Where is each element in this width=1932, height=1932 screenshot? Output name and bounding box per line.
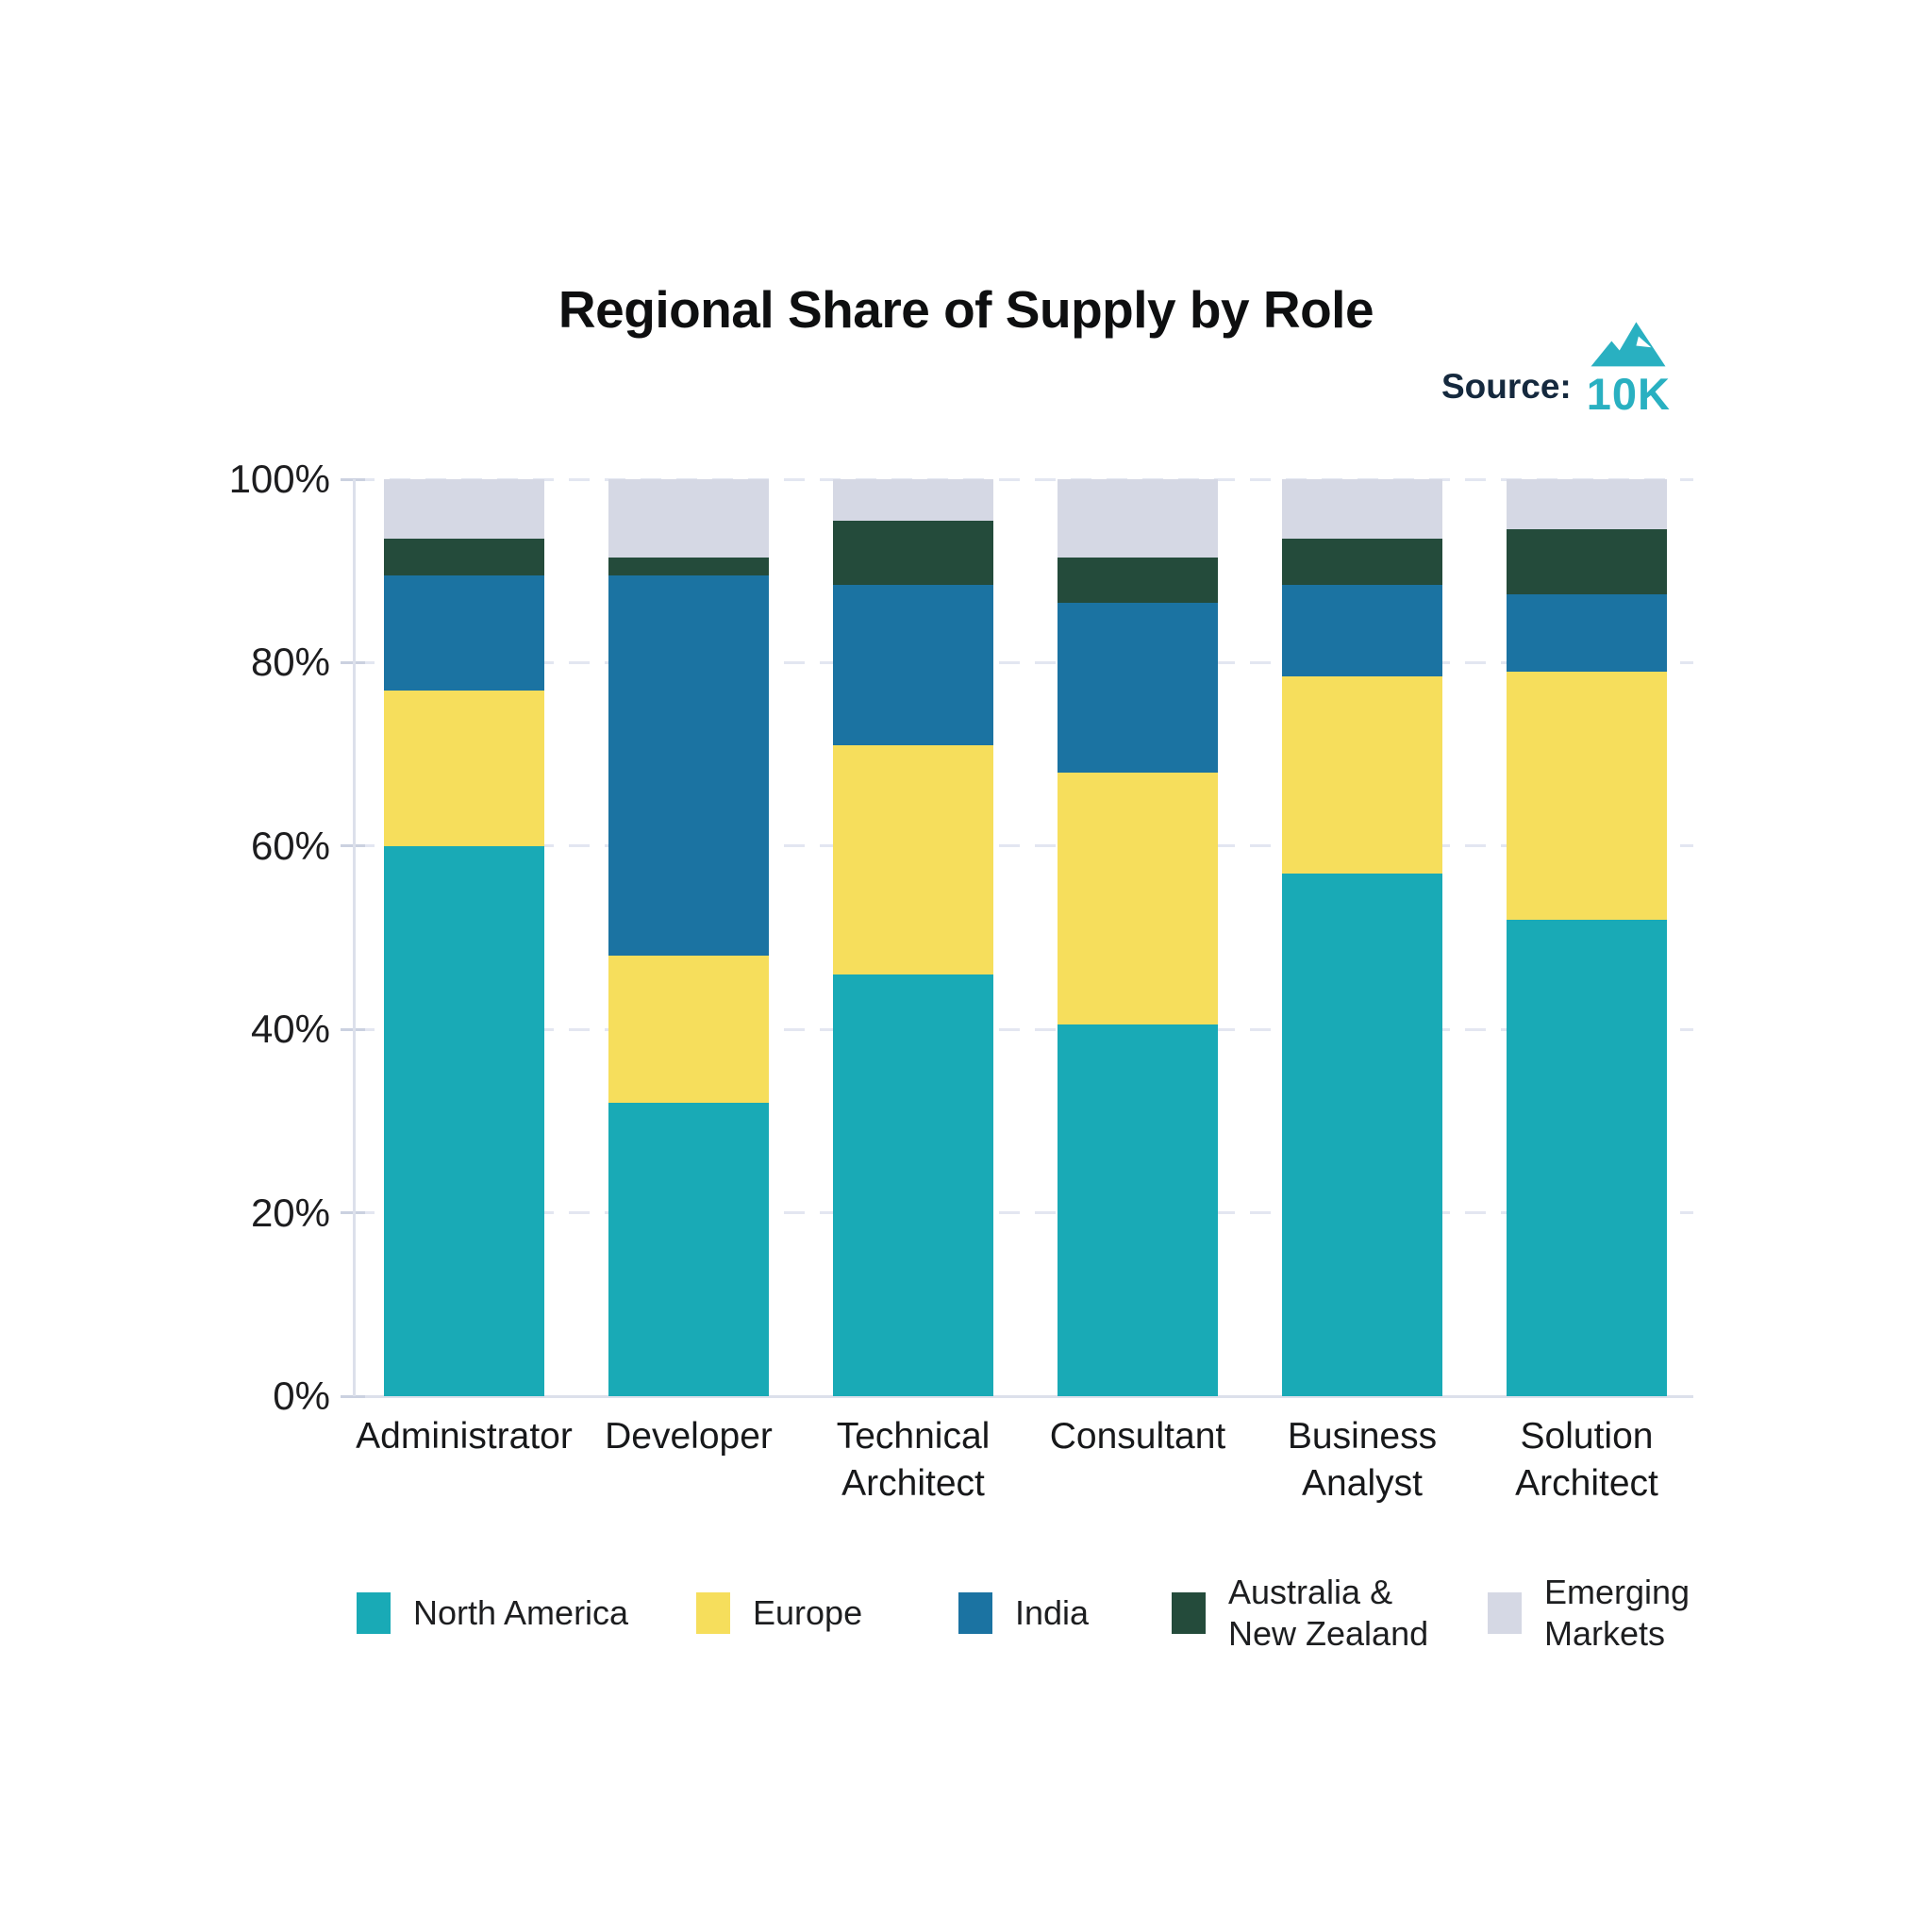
legend-item-europe: Europe [696,1566,862,1660]
chart-title: Regional Share of Supply by Role [558,280,1374,339]
bar-segment-administrator-india [384,575,544,691]
bar-segment-business-analyst-australia-new-zealand [1282,539,1442,585]
bar-segment-developer-australia-new-zealand [608,557,769,576]
legend-swatch-north-america [357,1592,391,1634]
gridline-40 [354,1027,1693,1031]
legend-label-emerging-markets: Emerging Markets [1544,1573,1690,1653]
source-attribution: Source: 10K [1441,317,1671,416]
y-axis-tickmark [341,1394,365,1398]
y-axis-line [353,479,356,1396]
y-axis-tick-label: 20% [250,1190,330,1235]
legend-item-emerging-markets: Emerging Markets [1488,1566,1690,1660]
legend-item-australia-new-zealand: Australia & New Zealand [1172,1566,1428,1660]
bar-segment-consultant-emerging-markets [1058,479,1218,558]
bar-segment-technical-architect-emerging-markets [833,479,993,521]
x-axis-label-consultant: Consultant [1049,1416,1226,1457]
plot-area: 0% 20% 40% 60% 80% 100% Administrator Developer… [229,457,1693,1504]
x-axis-label-developer: Developer [605,1416,773,1457]
legend-label-europe: Europe [753,1593,863,1632]
x-axis-label-administrator: Administrator [356,1416,573,1457]
bar-segment-administrator-emerging-markets [384,479,544,540]
legend-label-india: India [1015,1593,1090,1632]
bar-segment-consultant-india [1058,603,1218,774]
x-axis-label-business-analyst: Business Analyst [1287,1416,1438,1504]
legend-label-australia-new-zealand: Australia & New Zealand [1228,1573,1429,1653]
x-axis-label-technical-architect: Technical Architect [836,1416,991,1504]
bar-segment-solution-architect-emerging-markets [1507,479,1667,530]
bar-segment-consultant-australia-new-zealand [1058,557,1218,604]
bar-segment-consultant-north-america [1058,1024,1218,1396]
y-axis-tick-label: 40% [250,1007,330,1052]
bar-segment-technical-architect-europe [833,744,993,974]
bar-segment-solution-architect-north-america [1507,919,1667,1396]
gridline-60 [354,844,1693,848]
source-label: Source: [1441,367,1572,406]
legend-swatch-india [958,1592,992,1634]
bar-segment-administrator-north-america [384,845,544,1396]
bar-segment-administrator-europe [384,690,544,846]
bar-segment-developer-india [608,575,769,957]
bar-segment-business-analyst-europe [1282,676,1442,874]
source-logo: 10K [1587,317,1671,416]
gridline-100 [354,477,1693,481]
y-axis-tick-label: 60% [250,823,330,868]
bar-segment-consultant-europe [1058,773,1218,1025]
bar-segment-business-analyst-india [1282,584,1442,676]
bar-segment-technical-architect-india [833,584,993,745]
bar-segment-business-analyst-north-america [1282,873,1442,1396]
y-axis-tick-label: 0% [273,1374,330,1418]
bar-segment-developer-emerging-markets [608,479,769,558]
bar-segment-technical-architect-australia-new-zealand [833,520,993,585]
bar-segment-solution-architect-australia-new-zealand [1507,529,1667,594]
bar-segment-business-analyst-emerging-markets [1282,479,1442,540]
y-axis-tick-label: 80% [250,640,330,685]
legend-swatch-australia-new-zealand [1172,1592,1206,1634]
bar-segment-solution-architect-india [1507,593,1667,673]
chart-legend: North America Europe India Australia & New … [0,1566,1932,1679]
mountain-icon [1589,317,1668,370]
legend-label-north-america: North America [413,1593,629,1632]
legend-swatch-europe [696,1592,730,1634]
bar-segment-solution-architect-europe [1507,672,1667,920]
x-axis-label-solution-architect: Solution Architect [1515,1416,1658,1504]
legend-item-north-america: North America [357,1566,628,1660]
legend-swatch-emerging-markets [1488,1592,1522,1634]
gridline-80 [354,660,1693,664]
bar-segment-technical-architect-north-america [833,974,993,1396]
gridline-20 [354,1211,1693,1215]
gridline-0 [354,1394,1693,1398]
y-axis-tick-label: 100% [228,457,330,501]
bar-segment-developer-north-america [608,1102,769,1396]
bar-segment-developer-europe [608,956,769,1103]
source-logo-text: 10K [1586,369,1671,419]
bar-segment-administrator-australia-new-zealand [384,539,544,576]
legend-item-india: India [958,1566,1089,1660]
